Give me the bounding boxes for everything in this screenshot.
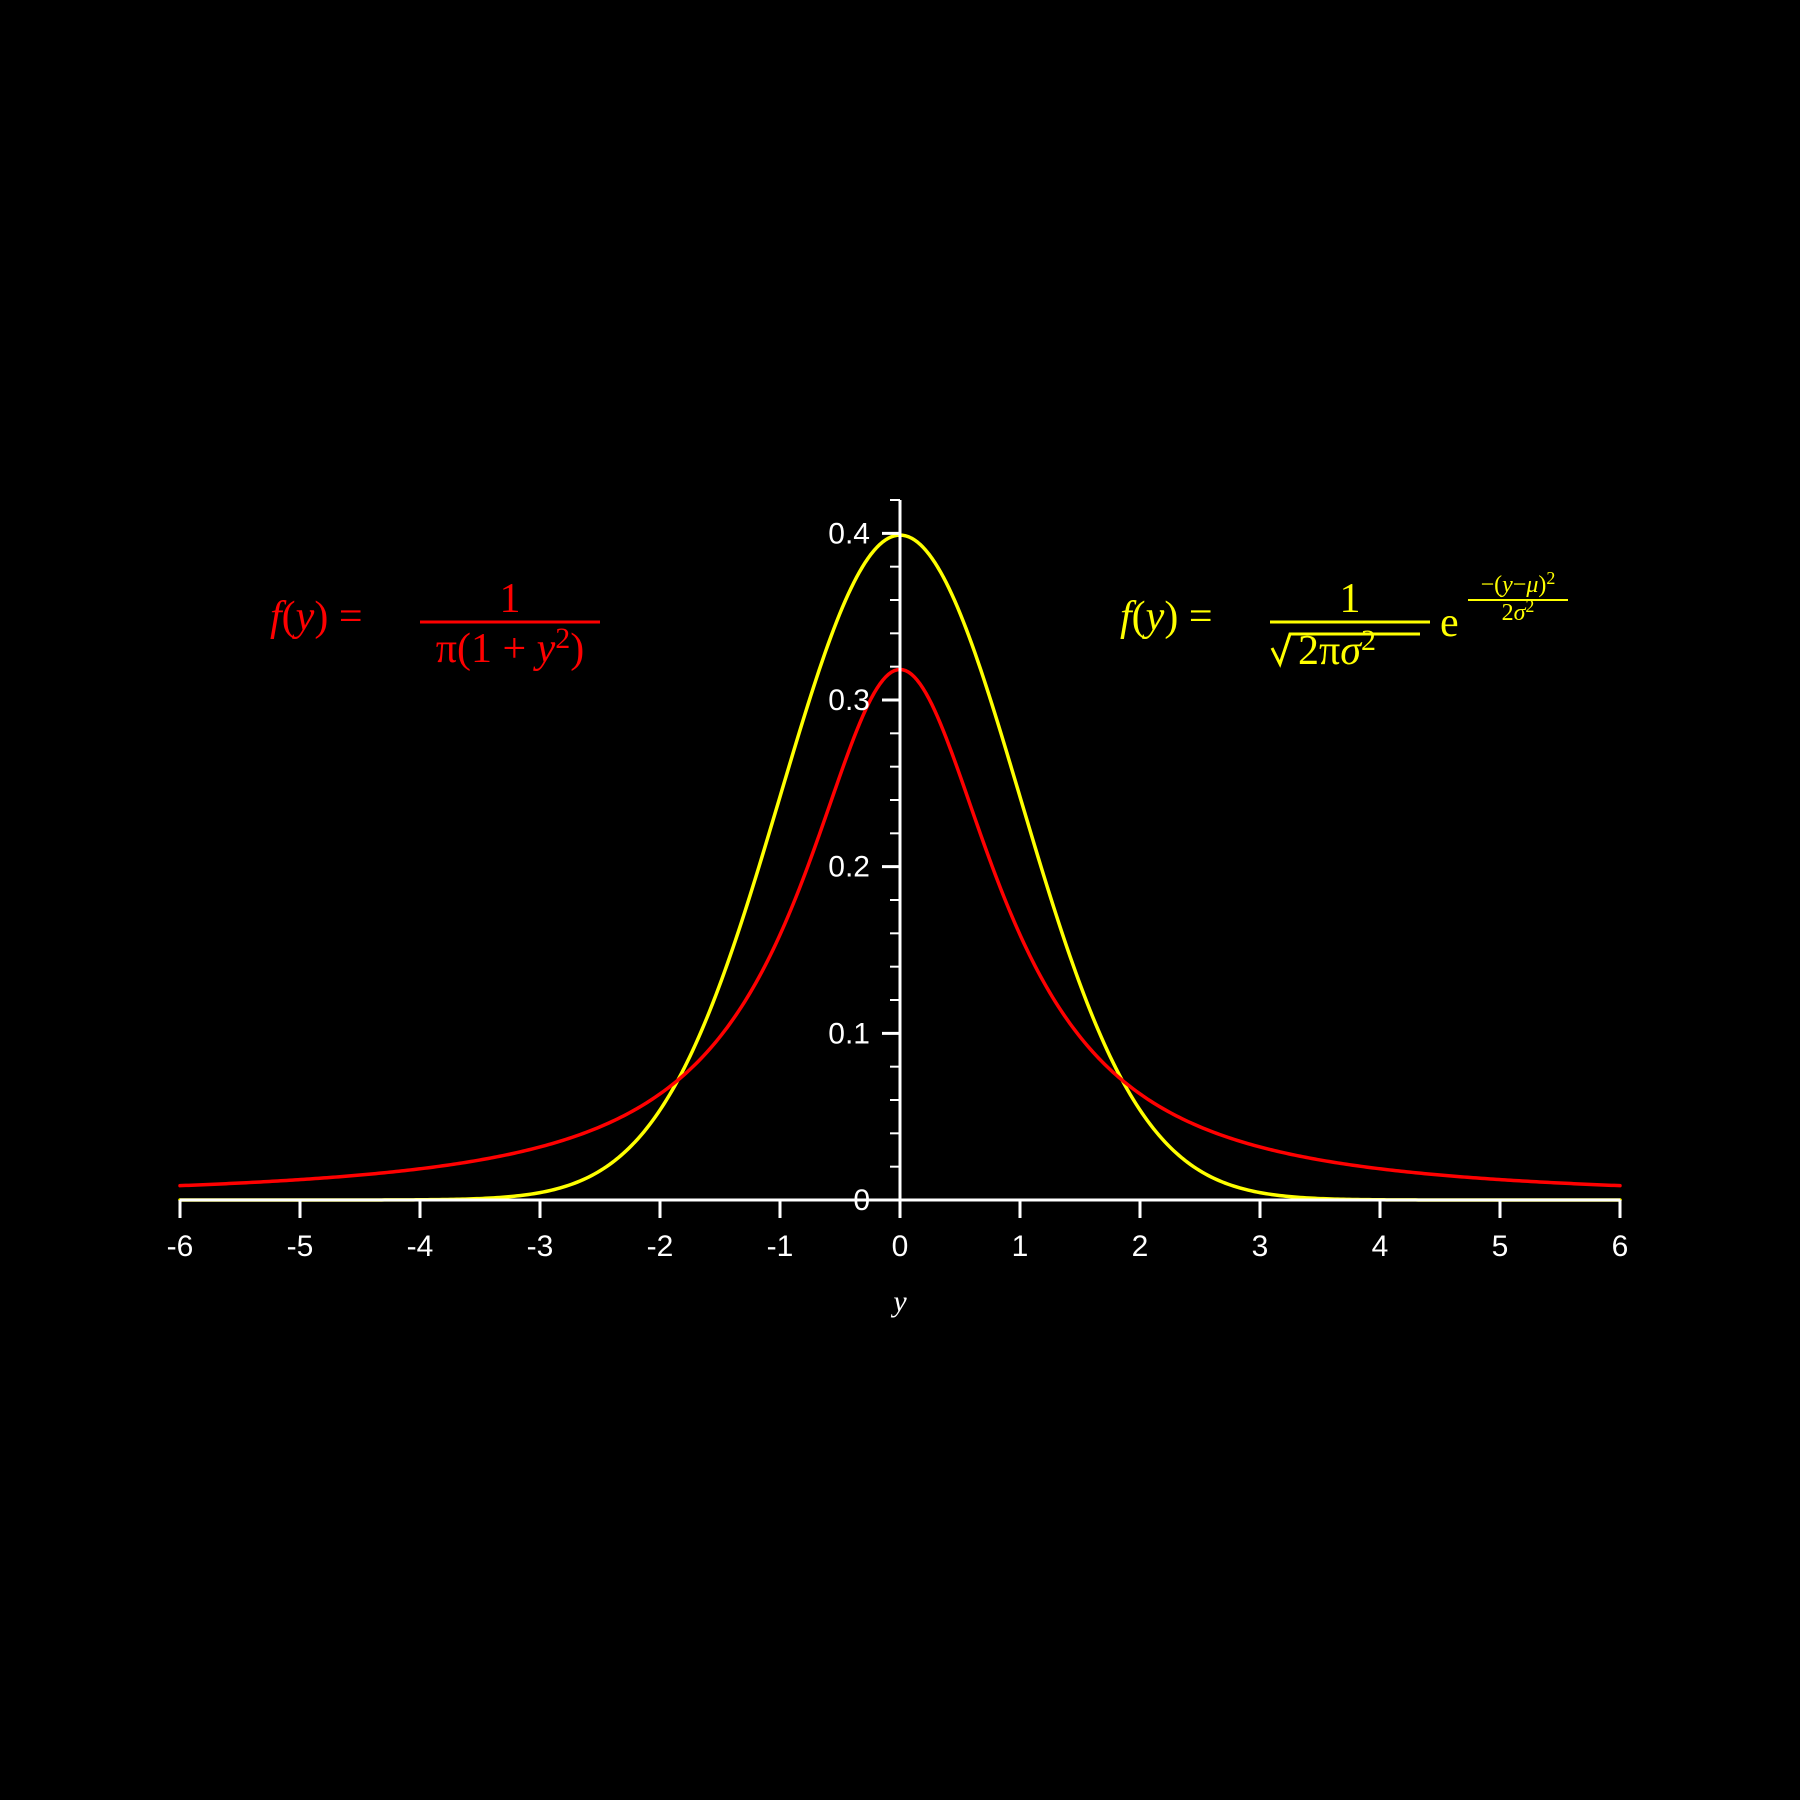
chart-svg: -6-5-4-3-2-1012345600.10.20.30.4yf(y) = … bbox=[0, 0, 1800, 1800]
x-tick-label: -6 bbox=[167, 1230, 194, 1263]
y-tick-label: 0.4 bbox=[828, 517, 870, 550]
svg-text:1: 1 bbox=[1340, 576, 1361, 622]
svg-text:−(y−μ)2: −(y−μ)2 bbox=[1481, 568, 1556, 598]
x-tick-label: -5 bbox=[287, 1230, 314, 1263]
x-tick-label: 4 bbox=[1372, 1230, 1389, 1263]
x-tick-label: -2 bbox=[647, 1230, 674, 1263]
x-tick-label: -3 bbox=[527, 1230, 554, 1263]
y-tick-label: 0.2 bbox=[828, 851, 870, 884]
x-tick-label: 0 bbox=[892, 1230, 909, 1263]
y-tick-label: 0.3 bbox=[828, 684, 870, 717]
x-tick-label: 1 bbox=[1012, 1230, 1029, 1263]
x-tick-label: -4 bbox=[407, 1230, 434, 1263]
svg-text:f(y) =: f(y) = bbox=[270, 594, 363, 640]
y-tick-label: 0.1 bbox=[828, 1017, 870, 1050]
x-tick-label: -1 bbox=[767, 1230, 794, 1263]
svg-text:1: 1 bbox=[500, 576, 521, 622]
svg-text:e: e bbox=[1440, 600, 1459, 646]
svg-text:f(y) =: f(y) = bbox=[1120, 594, 1213, 640]
y-tick-label: 0 bbox=[853, 1184, 870, 1217]
distribution-chart: -6-5-4-3-2-1012345600.10.20.30.4yf(y) = … bbox=[0, 0, 1800, 1800]
x-tick-label: 6 bbox=[1612, 1230, 1629, 1263]
x-tick-label: 2 bbox=[1132, 1230, 1149, 1263]
x-tick-label: 3 bbox=[1252, 1230, 1269, 1263]
x-tick-label: 5 bbox=[1492, 1230, 1509, 1263]
x-axis-label: y bbox=[890, 1285, 907, 1318]
